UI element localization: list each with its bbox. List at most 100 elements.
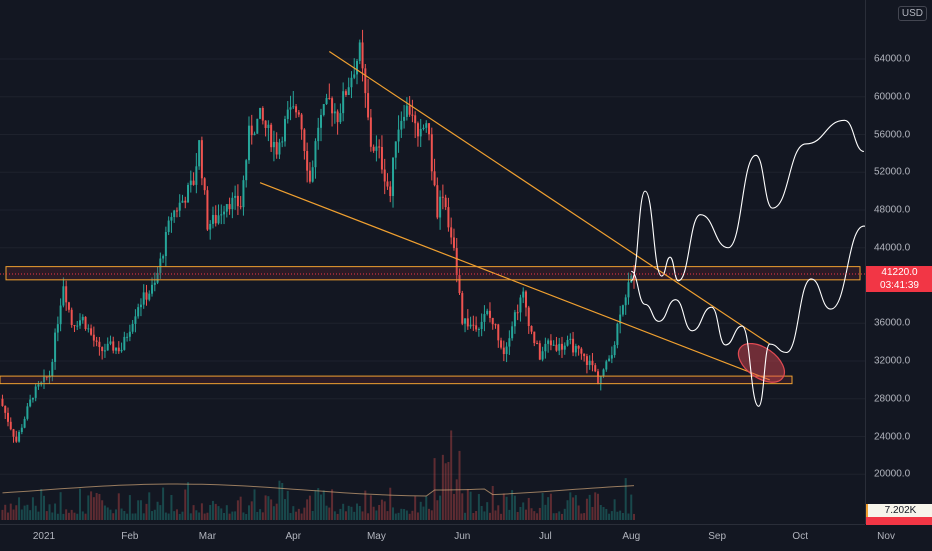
volume-bar: [411, 510, 414, 520]
volume-bar: [228, 513, 231, 520]
candle-body: [43, 376, 45, 383]
volume-bar: [217, 506, 220, 520]
candle-body: [67, 302, 70, 310]
candle-body: [239, 206, 242, 208]
candle-body: [328, 97, 331, 99]
volume-bar: [65, 509, 68, 520]
candle-body: [259, 107, 262, 119]
volume-bar: [577, 505, 580, 520]
volume-bar: [175, 509, 178, 520]
volume-bar: [472, 512, 475, 520]
volume-bar: [245, 513, 248, 520]
volume-bar: [242, 512, 245, 520]
volume-bar: [585, 498, 588, 520]
volume-bar: [621, 512, 624, 520]
volume-bar: [54, 503, 57, 520]
volume-bar: [610, 511, 613, 520]
candle-body: [630, 275, 633, 283]
volume-bar: [29, 510, 32, 520]
time-axis[interactable]: 2021 Feb Mar Apr May Jun Jul Aug Sep Oct Nov: [0, 524, 895, 551]
candle-body: [602, 369, 605, 376]
candle-body: [109, 341, 112, 344]
candle-body: [281, 141, 284, 143]
volume-bar: [112, 513, 115, 520]
volume-bar: [148, 492, 151, 520]
volume-bar: [524, 509, 527, 520]
candle-body: [422, 127, 425, 129]
volume-bar: [81, 511, 84, 520]
candle-body: [153, 282, 156, 285]
volume-bar: [364, 490, 367, 520]
volume-bar: [90, 491, 93, 520]
volume-bar: [178, 513, 181, 520]
candle-body: [272, 141, 275, 148]
candle-body: [126, 336, 129, 338]
candle-body: [31, 397, 34, 400]
candle-body: [242, 180, 245, 208]
candle-body: [106, 343, 109, 351]
candle-body: [175, 210, 178, 212]
candle-body: [547, 340, 550, 344]
projection-path: [630, 119, 865, 282]
price-tick: 52000.0: [874, 166, 911, 178]
candle-body: [303, 129, 306, 152]
candle-body: [488, 310, 491, 318]
chart-pane[interactable]: [0, 0, 865, 524]
volume-bar: [101, 500, 104, 520]
volume-bar: [497, 505, 500, 520]
candle-body: [4, 405, 7, 413]
candle-body: [416, 123, 419, 137]
candle-body: [378, 146, 381, 148]
candle-body: [627, 282, 630, 298]
volume-bar: [45, 511, 48, 520]
volume-bar: [170, 494, 173, 520]
currency-button[interactable]: USD: [897, 6, 927, 21]
candle-body: [350, 77, 353, 88]
candle-body: [400, 120, 403, 130]
candle-body: [342, 91, 345, 114]
candle-body: [137, 307, 140, 317]
candle-body: [353, 74, 356, 78]
candle-body: [283, 118, 286, 142]
candle-body: [217, 215, 220, 224]
volume-bar: [450, 430, 453, 520]
volume-bar: [386, 511, 389, 520]
candle-body: [29, 399, 32, 407]
volume-bar: [106, 507, 109, 520]
volume-ma-line: [2, 483, 635, 497]
price-axis[interactable]: USD 64000.0 60000.0 56000.0 52000.0 48000.0 4…: [865, 0, 932, 525]
volume-bar: [599, 504, 602, 520]
highlight-ellipse: [737, 342, 786, 383]
volume-bar: [15, 505, 18, 520]
candle-body: [508, 338, 511, 347]
candle-body: [306, 151, 309, 171]
candle-body: [308, 170, 311, 182]
volume-bar: [392, 507, 395, 520]
candle-body: [430, 134, 433, 172]
volume-bar: [37, 511, 40, 520]
volume-bar: [527, 497, 530, 520]
volume-bar: [414, 496, 417, 520]
candle-body: [117, 347, 120, 352]
volume-bar: [250, 501, 253, 520]
candle-body: [461, 293, 464, 324]
price-tick: 24000.0: [874, 431, 911, 442]
candle-body: [286, 109, 289, 119]
candle-body: [325, 97, 328, 105]
candle-body: [170, 217, 173, 221]
candle-body: [231, 197, 234, 210]
volume-bar: [198, 512, 201, 520]
volume-bar: [278, 480, 281, 520]
candle-body: [522, 291, 525, 298]
volume-bar: [120, 508, 123, 520]
volume-bar: [400, 508, 403, 520]
volume-bar: [469, 491, 472, 520]
price-tick: 44000.0: [874, 242, 911, 254]
candle-body: [519, 297, 522, 313]
volume-bar: [303, 507, 306, 520]
candle-body: [250, 125, 253, 136]
candle-body: [223, 211, 226, 215]
price-tick: 28000.0: [874, 393, 911, 405]
price-tick: 56000.0: [874, 129, 911, 140]
